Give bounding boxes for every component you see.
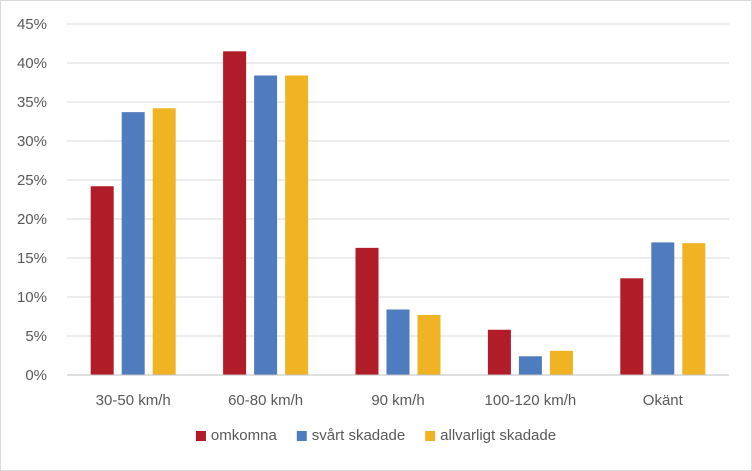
bar bbox=[620, 278, 644, 375]
bar bbox=[549, 350, 573, 375]
bar bbox=[651, 242, 675, 375]
bar bbox=[254, 75, 278, 375]
legend-item: allvarligt skadade bbox=[425, 427, 556, 444]
y-tick-label: 40% bbox=[17, 55, 47, 72]
bar bbox=[223, 51, 247, 376]
bar bbox=[682, 243, 706, 375]
y-tick-label: 0% bbox=[25, 367, 47, 384]
y-tick-label: 15% bbox=[17, 250, 47, 267]
bar bbox=[152, 108, 176, 376]
legend: omkomna svårt skadade allvarligt skadade bbox=[195, 427, 556, 444]
y-tick-label: 30% bbox=[17, 133, 47, 150]
y-axis: 0% 5% 10% 15% 20% 25% 30% 35% 40% 45% bbox=[17, 16, 47, 384]
bar bbox=[386, 309, 410, 375]
legend-label: omkomna bbox=[211, 427, 278, 444]
x-tick-label: 30-50 km/h bbox=[96, 392, 171, 409]
bar bbox=[90, 186, 114, 375]
bar bbox=[487, 329, 511, 375]
gridlines bbox=[67, 23, 729, 337]
x-tick-label: 90 km/h bbox=[371, 392, 424, 409]
y-tick-label: 35% bbox=[17, 94, 47, 111]
legend-swatch bbox=[296, 431, 307, 441]
x-tick-label: 100-120 km/h bbox=[485, 392, 577, 409]
legend-swatch bbox=[425, 431, 436, 441]
y-tick-label: 5% bbox=[25, 328, 47, 345]
legend-item: omkomna bbox=[195, 427, 278, 444]
bars bbox=[90, 51, 706, 376]
legend-label: allvarligt skadade bbox=[440, 427, 556, 444]
bar bbox=[355, 247, 379, 375]
legend-label: svårt skadade bbox=[312, 427, 405, 444]
x-tick-label: 60-80 km/h bbox=[228, 392, 303, 409]
y-tick-label: 25% bbox=[17, 172, 47, 189]
y-tick-label: 45% bbox=[17, 16, 47, 33]
x-axis: 30-50 km/h 60-80 km/h 90 km/h 100-120 km/h O… bbox=[67, 374, 729, 409]
x-tick-label: Okänt bbox=[643, 392, 684, 409]
legend-swatch bbox=[195, 431, 206, 441]
bar bbox=[285, 75, 309, 375]
bar bbox=[121, 112, 145, 375]
bar bbox=[417, 314, 441, 375]
bar bbox=[518, 356, 542, 375]
y-tick-label: 20% bbox=[17, 211, 47, 228]
y-tick-label: 10% bbox=[17, 289, 47, 306]
legend-item: svårt skadade bbox=[296, 427, 405, 444]
